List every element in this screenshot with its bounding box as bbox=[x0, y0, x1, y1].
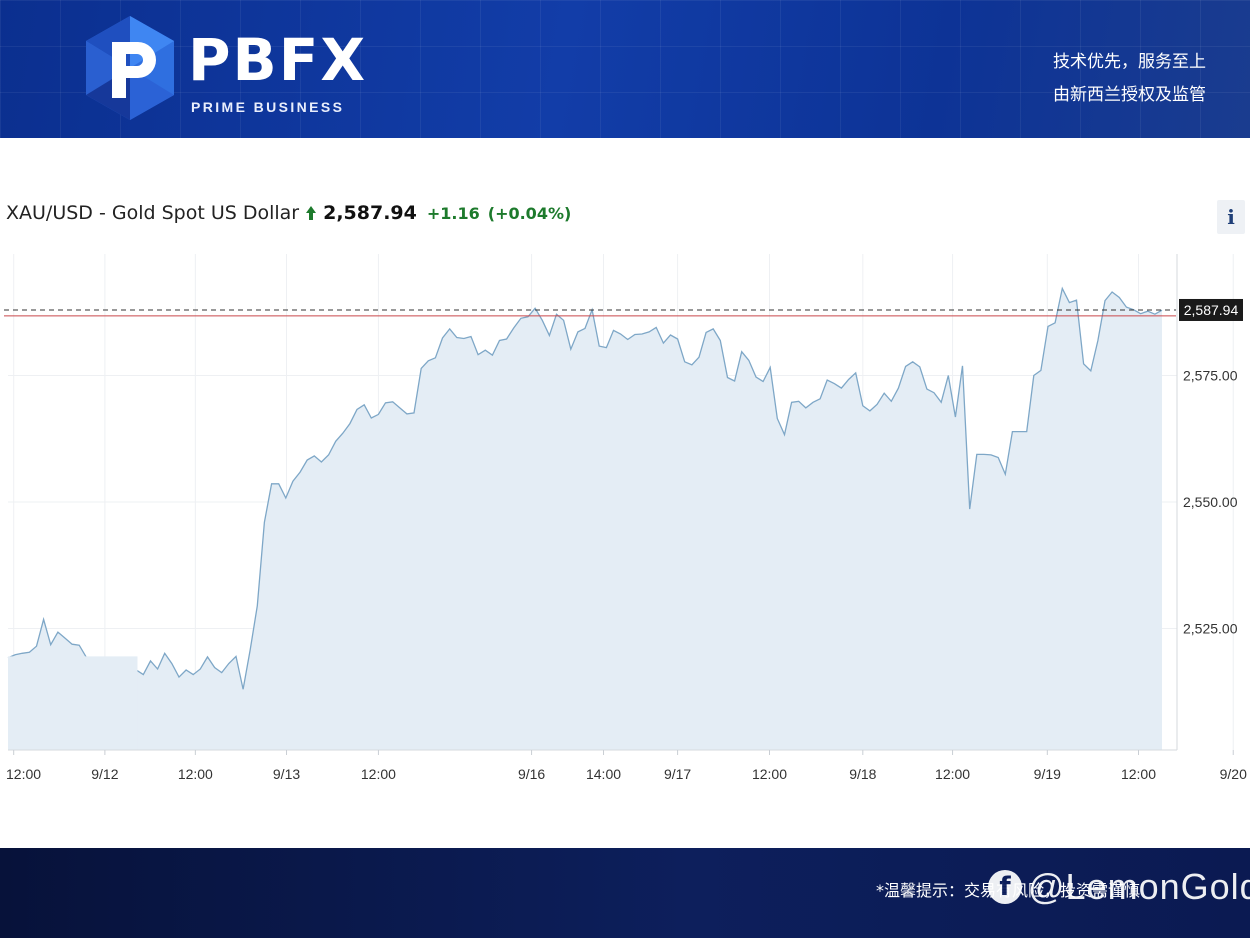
price-chart: 2,525.00 2,550.00 2,575.00 12:00 9/12 12:00 9/… bbox=[4, 254, 1247, 782]
x-tick-label: 14:00 bbox=[586, 766, 621, 782]
x-tick-label: 12:00 bbox=[752, 766, 787, 782]
slogan-line-1: 技术优先，服务至上 bbox=[1053, 52, 1206, 72]
x-tick-label: 9/19 bbox=[1034, 766, 1061, 782]
x-tick-label: 12:00 bbox=[178, 766, 213, 782]
watermark-text: @LemonGold bbox=[1028, 866, 1250, 907]
x-tick-label: 12:00 bbox=[1121, 766, 1156, 782]
y-tick-label: 2,575.00 bbox=[1183, 367, 1238, 383]
last-price: 2,587.94 bbox=[323, 202, 417, 224]
y-tick-label: 2,550.00 bbox=[1183, 494, 1238, 510]
brand-tagline: PRIME BUSINESS bbox=[191, 99, 345, 115]
up-arrow-icon bbox=[306, 206, 317, 220]
x-tick-label: 9/17 bbox=[664, 766, 691, 782]
x-tick-label: 12:00 bbox=[361, 766, 396, 782]
info-button[interactable]: i bbox=[1217, 200, 1245, 234]
x-tick-label: 12:00 bbox=[935, 766, 970, 782]
slogan-line-2: 由新西兰授权及监管 bbox=[1053, 85, 1206, 105]
axis-layer: 2,525.00 2,550.00 2,575.00 12:00 9/12 12:00 9/… bbox=[6, 254, 1247, 782]
x-tick-label: 9/16 bbox=[518, 766, 545, 782]
facebook-icon: f bbox=[988, 870, 1022, 904]
slogan: 技术优先，服务至上 由新西兰授权及监管 bbox=[1053, 46, 1206, 112]
x-tick-label: 9/13 bbox=[273, 766, 300, 782]
chart-overlay-block bbox=[8, 656, 138, 750]
overlay-layer bbox=[8, 656, 138, 750]
price-tag-layer: 2,587.94 bbox=[1179, 298, 1243, 321]
x-tick-label: 12:00 bbox=[6, 766, 41, 782]
x-tick-label: 9/18 bbox=[849, 766, 876, 782]
footer-banner bbox=[0, 848, 1250, 938]
series-line bbox=[7, 286, 1163, 690]
brand-name: PBFX bbox=[188, 26, 368, 94]
current-price-tag bbox=[1179, 298, 1243, 321]
pbfx-logo-icon bbox=[86, 16, 174, 120]
watermark: f @LemonGold bbox=[988, 866, 1250, 908]
quote-header: XAU/USD - Gold Spot US Dollar 2,587.94 +… bbox=[6, 198, 571, 228]
x-tick-label: 9/12 bbox=[91, 766, 118, 782]
price-change: +1.16 bbox=[426, 203, 480, 223]
series-area-fill bbox=[8, 288, 1162, 750]
y-tick-label: 2,525.00 bbox=[1183, 621, 1238, 637]
current-price-tag-label: 2,587.94 bbox=[1184, 302, 1239, 318]
price-change-percent: (+0.04%) bbox=[487, 203, 572, 223]
x-tick-label: 9/20 bbox=[1220, 766, 1247, 782]
banner-grid-pattern bbox=[0, 0, 1250, 138]
header-banner: PBFX PRIME BUSINESS 技术优先，服务至上 由新西兰授权及监管 bbox=[0, 0, 1250, 138]
chart-title: XAU/USD - Gold Spot US Dollar bbox=[6, 202, 300, 224]
